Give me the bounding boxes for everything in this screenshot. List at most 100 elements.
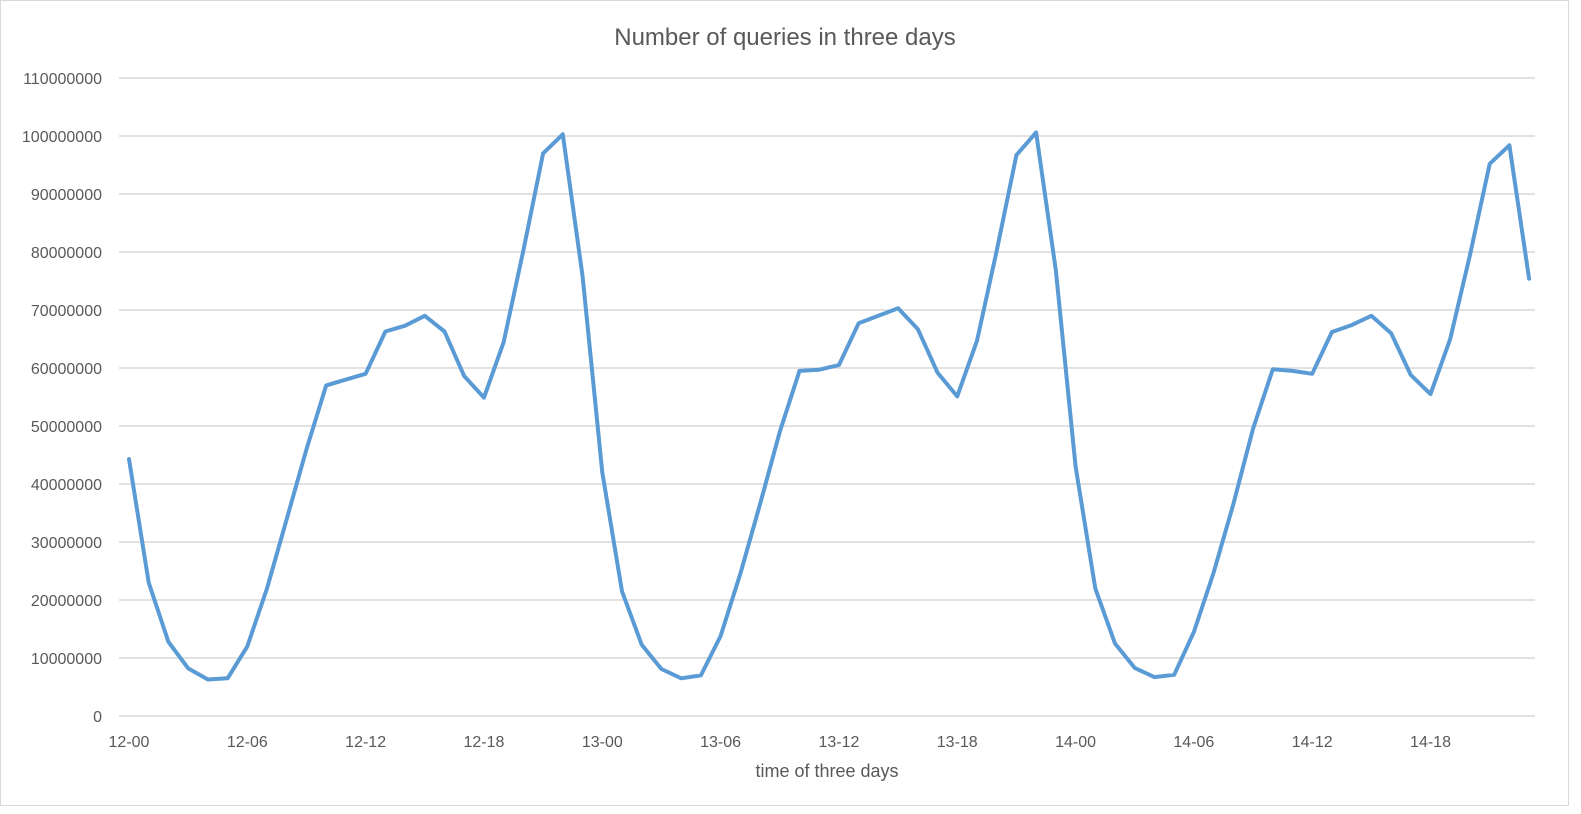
data-point	[403, 324, 407, 328]
x-tick-label: 13-12	[818, 734, 859, 751]
data-point	[383, 329, 387, 333]
data-point	[344, 378, 348, 382]
data-point	[502, 340, 506, 344]
y-tick-label: 100000000	[22, 129, 102, 146]
data-point	[364, 372, 368, 376]
data-point	[1527, 277, 1531, 281]
data-point	[837, 363, 841, 367]
data-point	[876, 314, 880, 318]
data-point	[443, 329, 447, 333]
x-tick-label: 12-06	[227, 734, 268, 751]
data-point	[817, 368, 821, 372]
x-tick-label: 12-18	[463, 734, 504, 751]
data-point	[1330, 330, 1334, 334]
x-tick-label: 14-18	[1410, 734, 1451, 751]
data-point	[1507, 143, 1511, 147]
data-point	[1172, 673, 1176, 677]
y-tick-label: 40000000	[31, 477, 102, 494]
data-point	[797, 369, 801, 373]
data-point	[896, 306, 900, 310]
y-tick-label: 20000000	[31, 593, 102, 610]
y-tick-label: 90000000	[31, 187, 102, 204]
series-layer	[127, 130, 1532, 682]
data-point	[659, 667, 663, 671]
data-point	[1074, 465, 1078, 469]
data-point	[699, 673, 703, 677]
data-point	[265, 586, 269, 590]
data-point	[245, 644, 249, 648]
x-tick-label: 13-06	[700, 734, 741, 751]
data-point	[482, 396, 486, 400]
y-tick-label: 30000000	[31, 535, 102, 552]
data-point	[640, 643, 644, 647]
data-point	[1468, 253, 1472, 257]
x-tick-label: 14-06	[1173, 734, 1214, 751]
data-point	[620, 589, 624, 593]
data-point	[561, 132, 565, 136]
data-point	[1369, 314, 1373, 318]
data-point	[1054, 268, 1058, 272]
data-point	[521, 248, 525, 252]
data-point	[1488, 162, 1492, 166]
data-point	[936, 371, 940, 375]
x-tick-label: 13-00	[582, 734, 623, 751]
data-point	[1034, 131, 1038, 135]
data-point	[541, 151, 545, 155]
y-tick-label: 0	[93, 709, 102, 726]
data-point	[738, 572, 742, 576]
data-point	[600, 470, 604, 474]
data-point	[1231, 502, 1235, 506]
data-point	[1133, 666, 1137, 670]
data-point	[1212, 571, 1216, 575]
data-point	[127, 457, 131, 461]
data-point	[1093, 586, 1097, 590]
y-tick-label: 110000000	[23, 71, 102, 88]
y-tick-label: 60000000	[31, 361, 102, 378]
data-point	[1409, 373, 1413, 377]
data-point	[778, 430, 782, 434]
data-point	[857, 321, 861, 325]
line-chart: Number of queries in three days 0 1000000…	[22, 24, 1535, 781]
y-tick-label: 70000000	[31, 303, 102, 320]
y-tick-label: 50000000	[31, 419, 102, 436]
data-point	[285, 517, 289, 521]
data-point	[995, 249, 999, 253]
data-point	[1192, 630, 1196, 634]
data-point	[1113, 642, 1117, 646]
data-point	[719, 634, 723, 638]
data-point	[166, 640, 170, 644]
x-tick-label: 14-12	[1292, 734, 1333, 751]
data-point	[1271, 367, 1275, 371]
data-point	[1448, 337, 1452, 341]
data-point	[1251, 427, 1255, 431]
x-axis-title: time of three days	[755, 761, 898, 781]
y-tick-label: 10000000	[31, 651, 102, 668]
data-point	[916, 327, 920, 331]
x-axis-tick-labels: 12-00 12-06 12-12 12-18 13-00 13-06 13-12 13-18…	[109, 734, 1452, 751]
data-point	[975, 339, 979, 343]
data-point	[423, 314, 427, 318]
x-tick-label: 13-18	[937, 734, 978, 751]
data-point	[324, 383, 328, 387]
y-tick-label: 80000000	[31, 245, 102, 262]
x-tick-label: 14-00	[1055, 734, 1096, 751]
data-point	[1350, 323, 1354, 327]
data-point	[955, 394, 959, 398]
data-point	[462, 374, 466, 378]
x-tick-label: 12-12	[345, 734, 386, 751]
data-point	[226, 676, 230, 680]
data-point	[1310, 372, 1314, 376]
chart-title: Number of queries in three days	[614, 24, 956, 51]
data-point	[1152, 675, 1156, 679]
x-tick-label: 12-00	[109, 734, 150, 751]
y-axis-tick-labels: 0 10000000 20000000 30000000 40000000 5000000…	[22, 71, 102, 726]
data-point	[1014, 153, 1018, 157]
data-point	[1290, 369, 1294, 373]
data-point	[758, 502, 762, 506]
data-point	[1389, 331, 1393, 335]
data-point	[186, 666, 190, 670]
data-point	[679, 676, 683, 680]
series-line	[127, 130, 1532, 682]
data-point	[147, 581, 151, 585]
